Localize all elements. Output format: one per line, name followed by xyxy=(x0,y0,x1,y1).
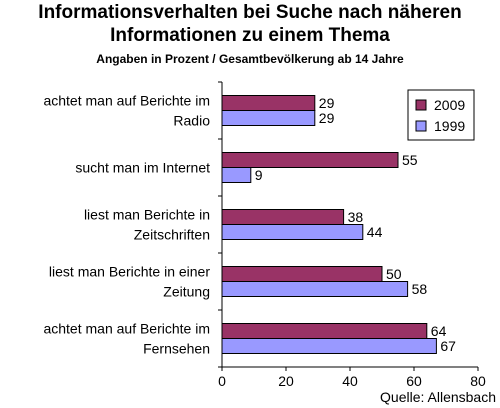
category-label: Radio xyxy=(173,113,210,129)
chart-subtitle: Angaben in Prozent / Gesamtbevölkerung a… xyxy=(96,52,404,66)
chart-title-line-2: Informationen zu einem Thema xyxy=(110,25,390,46)
category-label: sucht man im Internet xyxy=(75,160,210,176)
bar-2009 xyxy=(221,95,316,111)
bar-1999 xyxy=(221,224,364,240)
category-label: achtet man auf Berichte im xyxy=(43,321,210,337)
bar-2009 xyxy=(221,323,428,339)
data-label-2009: 38 xyxy=(348,209,364,225)
legend-swatch-2009 xyxy=(415,99,427,111)
data-label-1999: 58 xyxy=(412,281,428,297)
x-tick-label: 80 xyxy=(470,373,486,389)
data-label-1999: 29 xyxy=(319,110,335,126)
category-label: achtet man auf Berichte im xyxy=(43,93,210,109)
data-label-2009: 55 xyxy=(402,152,418,168)
data-label-1999: 44 xyxy=(367,224,383,240)
data-label-1999: 9 xyxy=(255,167,263,183)
data-label-1999: 67 xyxy=(440,338,456,354)
bar-1999 xyxy=(221,110,316,126)
bar-1999 xyxy=(221,281,409,297)
bar-2009 xyxy=(221,152,399,168)
x-tick-label: 20 xyxy=(278,373,294,389)
category-label: liest man Berichte in xyxy=(84,207,210,223)
category-label: liest man Berichte in einer xyxy=(49,264,210,280)
category-label: Zeitschriften xyxy=(134,227,210,243)
category-label: Zeitung xyxy=(163,284,210,300)
bar-2009 xyxy=(221,209,345,225)
x-tick-label: 40 xyxy=(342,373,358,389)
legend-swatch-1999 xyxy=(415,120,427,132)
bar-1999 xyxy=(221,338,437,354)
category-label: Fernsehen xyxy=(143,341,210,357)
legend-label-1999: 1999 xyxy=(434,118,465,134)
legend-label-2009: 2009 xyxy=(434,97,465,113)
bar-1999 xyxy=(221,167,252,183)
data-label-2009: 64 xyxy=(431,323,447,339)
data-label-2009: 29 xyxy=(319,95,335,111)
legend-box xyxy=(407,89,475,141)
data-label-2009: 50 xyxy=(386,266,402,282)
chart-title-line-1: Informationsverhalten bei Suche nach näh… xyxy=(38,2,462,23)
x-tick-label: 0 xyxy=(218,373,226,389)
bar-2009 xyxy=(221,266,383,282)
source-note: Quelle: Allensbach xyxy=(380,389,496,405)
x-tick-label: 60 xyxy=(406,373,422,389)
